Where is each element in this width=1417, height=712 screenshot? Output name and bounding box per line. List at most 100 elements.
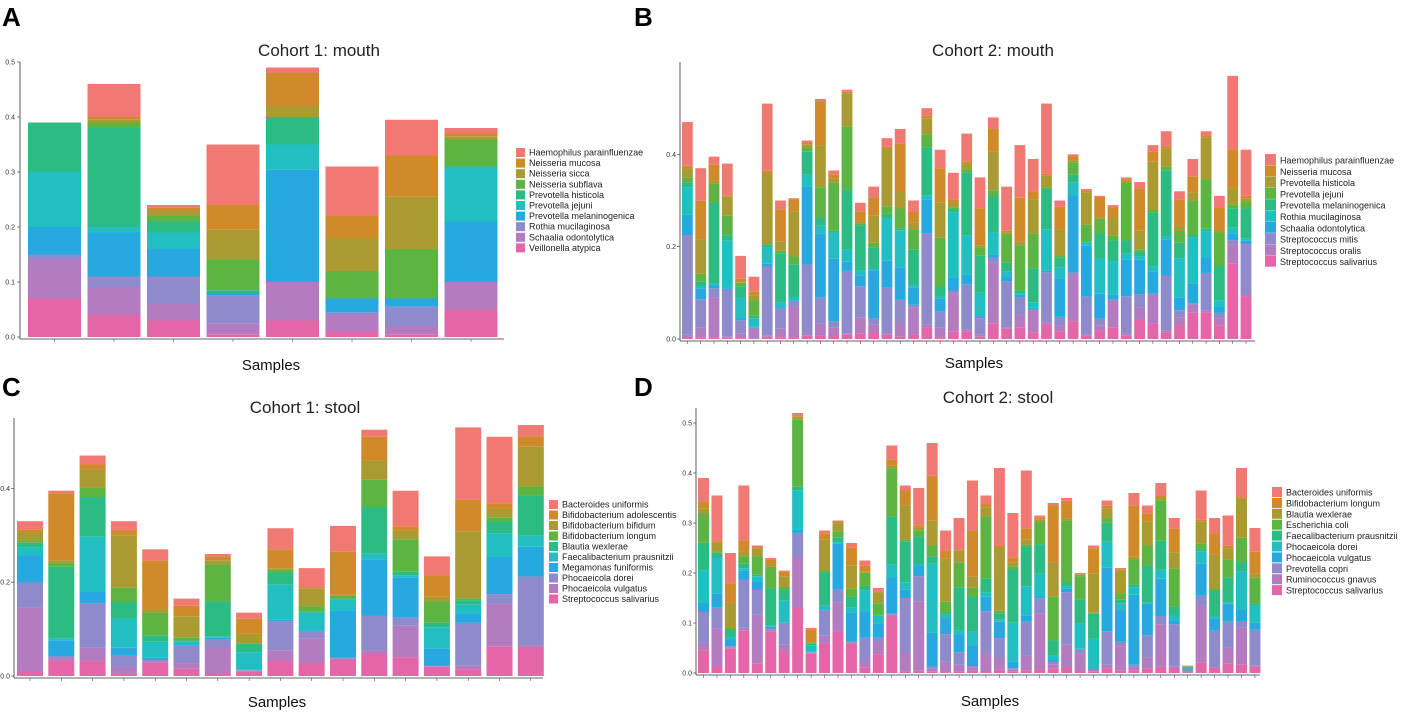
bar-segment: [778, 586, 790, 590]
legend-swatch: [1265, 244, 1276, 256]
bar-segment: [987, 128, 999, 152]
bar-segment: [1236, 664, 1247, 673]
bar-segment: [1249, 603, 1261, 606]
stacked-bar: [1067, 154, 1079, 339]
legend-swatch: [1265, 221, 1276, 233]
bar-segment: [1034, 515, 1046, 518]
legend-label: Schaalia odontolytica: [1280, 223, 1365, 233]
bar-segment: [1174, 310, 1185, 318]
bar-segment: [721, 240, 733, 289]
bar-segment: [325, 216, 379, 238]
bar-segment: [711, 557, 723, 594]
stacked-bar: [711, 495, 723, 673]
bar-segment: [1168, 620, 1180, 625]
bar-segment: [886, 564, 898, 578]
bar-segment: [1187, 200, 1199, 235]
stacked-bar: [1114, 568, 1126, 673]
bar-segment: [147, 320, 200, 337]
bar-segment: [361, 650, 388, 654]
legend-label: Faecalibacterium prausnitzii: [1286, 531, 1398, 541]
bar-segment: [142, 612, 169, 636]
bar-segment: [1195, 595, 1207, 606]
bar-segment: [819, 605, 831, 610]
bar-segment: [987, 190, 999, 197]
bar-segment: [48, 656, 75, 659]
bar-segment: [1227, 204, 1239, 209]
bar-segment: [1209, 590, 1221, 617]
bar-segment: [711, 551, 723, 553]
bar-segment: [751, 614, 763, 664]
bar-segment: [708, 285, 720, 289]
bar-segment: [765, 558, 777, 560]
bar-segment: [948, 172, 959, 200]
bar-segment: [682, 168, 693, 178]
legend-label: Streptococcus oralis: [1280, 246, 1362, 256]
bar-segment: [1120, 333, 1132, 336]
bar-segment: [886, 577, 898, 614]
bar-segment: [361, 615, 388, 651]
bar-segment: [1041, 103, 1052, 174]
bar-segment: [735, 286, 746, 298]
bar-segment: [330, 599, 356, 611]
bar-segment: [961, 163, 973, 170]
bar-segment: [775, 302, 786, 308]
bar-segment: [948, 331, 959, 339]
bar-segment: [926, 556, 938, 564]
bar-segment: [1168, 624, 1180, 667]
bar-segment: [267, 528, 294, 550]
bar-segment: [788, 256, 800, 265]
stacked-bar: [1222, 515, 1234, 673]
bar-segment: [708, 183, 720, 203]
bar-segment: [894, 191, 906, 209]
bar-segment: [894, 143, 906, 192]
stacked-bar: [987, 117, 999, 339]
bar-segment: [711, 593, 723, 608]
legend-label: Phocaeicola vulgatus: [562, 584, 648, 594]
bar-segment: [1209, 554, 1221, 590]
stacked-bar: [1155, 483, 1167, 673]
legend-label: Rothia mucilaginosa: [1280, 212, 1361, 222]
bar-segment: [1174, 325, 1185, 339]
ytick-label: 0.3: [5, 170, 15, 177]
bar-segment: [1168, 666, 1180, 669]
bar-segment: [325, 166, 379, 216]
panel-a-xlabel: Samples: [242, 357, 300, 374]
bar-segment: [1027, 233, 1039, 269]
stacked-bar: [708, 156, 720, 339]
bar-segment: [1067, 162, 1079, 175]
bar-segment: [828, 178, 840, 183]
bar-segment: [298, 568, 325, 588]
ytick-label: 0.0: [0, 674, 10, 681]
legend-label: Phocaeicola vulgatus: [1286, 553, 1372, 563]
bar-segment: [1155, 624, 1167, 667]
bar-segment: [899, 505, 911, 540]
bar-segment: [1128, 505, 1140, 557]
bar-segment: [142, 560, 169, 610]
bar-segment: [392, 530, 419, 540]
bar-segment: [940, 661, 952, 673]
legend-swatch: [1272, 585, 1282, 596]
bar-segment: [765, 564, 777, 567]
bar-segment: [698, 542, 709, 571]
bar-segment: [792, 557, 804, 609]
bar-segment: [48, 490, 75, 494]
bar-segment: [1120, 240, 1132, 254]
stacked-bar: [444, 128, 498, 337]
bar-segment: [455, 427, 482, 500]
bar-segment: [751, 548, 763, 557]
bar-segment: [455, 665, 482, 670]
legend-swatch: [549, 563, 558, 572]
bar-segment: [778, 570, 790, 572]
bar-segment: [1014, 297, 1026, 315]
bar-segment: [1034, 669, 1046, 673]
legend-label: Streptococcus mitis: [1280, 235, 1359, 245]
bar-segment: [1236, 609, 1247, 622]
bar-segment: [1209, 630, 1221, 668]
bar-segment: [1034, 517, 1046, 520]
bar-segment: [913, 566, 925, 577]
bar-segment: [1054, 200, 1066, 207]
bar-segment: [721, 235, 733, 241]
bar-segment: [236, 671, 263, 676]
bar-segment: [801, 335, 813, 339]
bar-segment: [868, 247, 879, 269]
